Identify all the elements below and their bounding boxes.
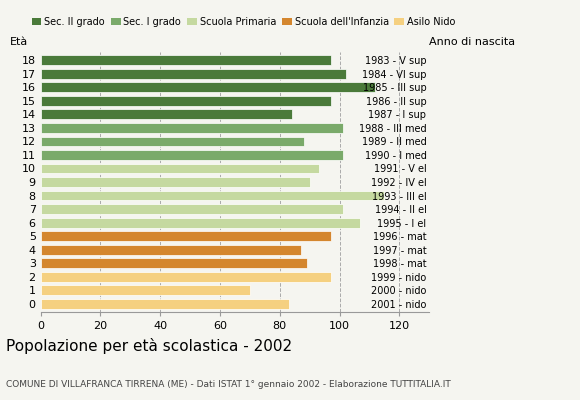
Bar	[41, 82, 375, 92]
Bar	[41, 55, 331, 65]
Bar	[41, 123, 343, 133]
Bar	[41, 245, 300, 254]
Bar	[41, 136, 304, 146]
Bar	[41, 272, 331, 282]
Text: Età: Età	[9, 37, 28, 47]
Bar	[41, 150, 343, 160]
Bar	[41, 177, 310, 187]
Bar	[41, 110, 292, 119]
Bar	[41, 164, 318, 173]
Bar	[41, 258, 307, 268]
Bar	[41, 299, 289, 309]
Bar	[41, 96, 331, 106]
Bar	[41, 191, 385, 200]
Legend: Sec. II grado, Sec. I grado, Scuola Primaria, Scuola dell'Infanzia, Asilo Nido: Sec. II grado, Sec. I grado, Scuola Prim…	[28, 13, 459, 31]
Text: Anno di nascita: Anno di nascita	[429, 37, 515, 47]
Bar	[41, 286, 250, 295]
Bar	[41, 204, 343, 214]
Bar	[41, 218, 360, 228]
Text: Popolazione per età scolastica - 2002: Popolazione per età scolastica - 2002	[6, 338, 292, 354]
Bar	[41, 69, 346, 78]
Text: COMUNE DI VILLAFRANCA TIRRENA (ME) - Dati ISTAT 1° gennaio 2002 - Elaborazione T: COMUNE DI VILLAFRANCA TIRRENA (ME) - Dat…	[6, 380, 451, 389]
Bar	[41, 231, 331, 241]
